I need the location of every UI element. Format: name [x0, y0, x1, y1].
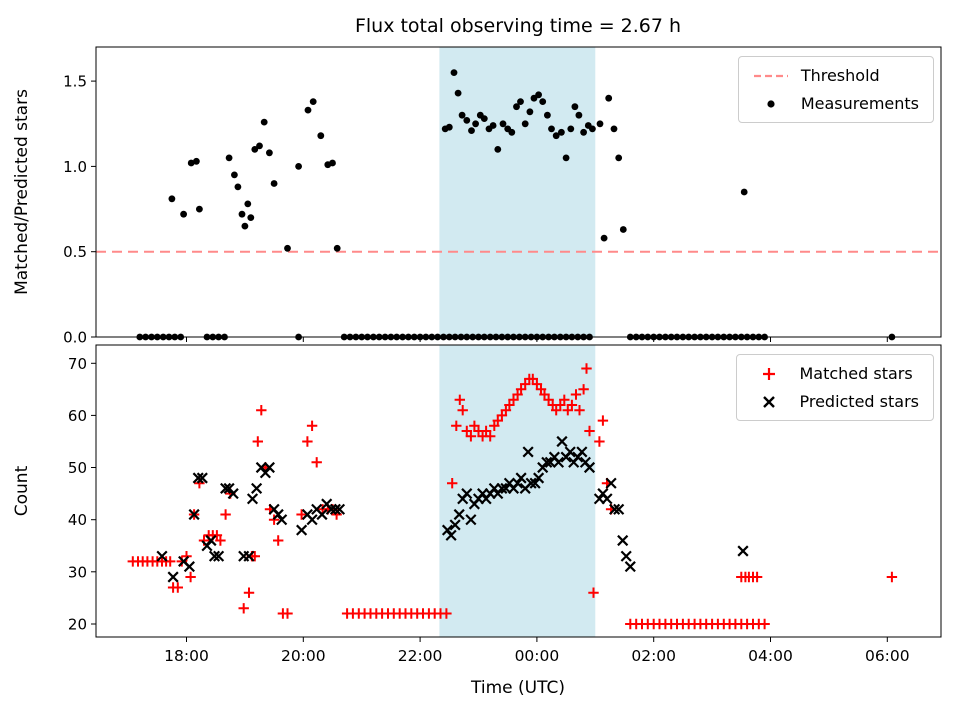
x-tick-label: 20:00 [281, 647, 326, 665]
legend-label-matched-stars: Matched stars [799, 364, 913, 383]
legend-label-predicted-stars: Predicted stars [799, 392, 919, 411]
series-predicted-stars [156, 435, 749, 583]
y-tick-label: 40 [68, 511, 87, 529]
chart-title: Flux total observing time = 2.67 h [354, 15, 682, 37]
x-axis-label: Time (UTC) [471, 678, 565, 698]
legend-item-measurements: Measurements [753, 94, 919, 113]
axes-spines [95, 46, 942, 338]
y-axis-label-top: Matched/Predicted stars [12, 89, 32, 295]
x-tick-label: 22:00 [398, 647, 443, 665]
x-tick-label: 04:00 [748, 647, 793, 665]
legend-item-threshold: Threshold [753, 66, 919, 85]
x-marker-icon [763, 395, 776, 408]
y-tick-label: 20 [68, 616, 87, 634]
y-tick-label: 60 [68, 407, 87, 425]
legend-item-matched-stars: Matched stars [751, 364, 919, 383]
legend-top: Threshold Measurements [737, 56, 934, 123]
y-tick-label: 0.0 [63, 329, 87, 347]
axes-spines [95, 344, 942, 638]
plus-marker-icon [763, 367, 776, 380]
subplot-flux-ratio: 0.0 0.5 1.0 1.5 [63, 46, 942, 347]
y-tick-label: 1.0 [63, 158, 87, 176]
y-tick-label: 1.5 [63, 73, 87, 91]
x-tick-label: 18:00 [164, 647, 209, 665]
x-tick-label: 00:00 [515, 647, 560, 665]
legend-item-predicted-stars: Predicted stars [751, 392, 919, 411]
threshold-dashed-line-icon [753, 74, 788, 77]
y-axis-label-bottom: Count [12, 465, 32, 517]
legend-bottom: Matched stars Predicted stars [736, 354, 934, 421]
observing-window-shaded-region [439, 47, 596, 337]
subplot-count: 20 30 40 50 60 70 18:00 20:00 22:00 00:00 02:00 04:… [68, 344, 942, 665]
legend-label-threshold: Threshold [800, 66, 880, 85]
y-tick-label: 30 [68, 563, 87, 581]
x-tick-label: 02:00 [631, 647, 676, 665]
x-tick-label: 06:00 [865, 647, 910, 665]
y-tick-label: 0.5 [63, 243, 87, 261]
legend-label-measurements: Measurements [800, 94, 919, 113]
y-tick-label: 50 [68, 459, 87, 477]
dot-marker-icon [767, 99, 775, 108]
y-tick-label: 70 [68, 355, 87, 373]
